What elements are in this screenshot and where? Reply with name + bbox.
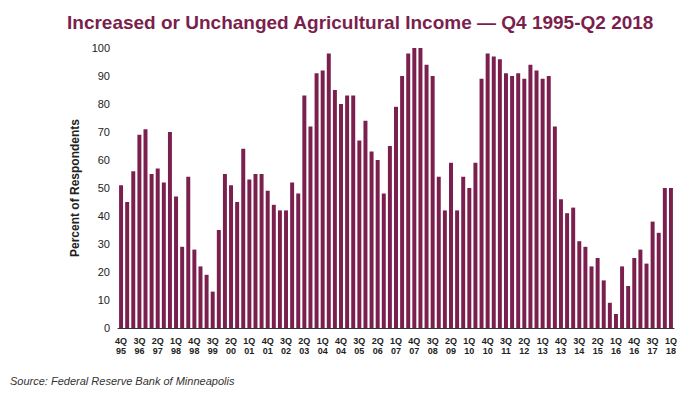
svg-text:2Q: 2Q (225, 336, 237, 346)
svg-text:0: 0 (104, 322, 110, 334)
svg-text:07: 07 (409, 346, 419, 356)
svg-text:3Q: 3Q (427, 336, 439, 346)
svg-text:4Q: 4Q (188, 336, 200, 346)
svg-text:4Q: 4Q (262, 336, 274, 346)
svg-text:12: 12 (519, 346, 529, 356)
svg-text:01: 01 (263, 346, 273, 356)
svg-text:1Q: 1Q (170, 336, 182, 346)
svg-text:95: 95 (116, 346, 126, 356)
svg-text:1Q: 1Q (665, 336, 677, 346)
svg-text:98: 98 (189, 346, 199, 356)
svg-text:98: 98 (171, 346, 181, 356)
svg-text:99: 99 (208, 346, 218, 356)
svg-text:1Q: 1Q (390, 336, 402, 346)
svg-text:16: 16 (629, 346, 639, 356)
svg-text:10: 10 (483, 346, 493, 356)
svg-text:04: 04 (336, 346, 346, 356)
svg-text:03: 03 (299, 346, 309, 356)
svg-text:1Q: 1Q (243, 336, 255, 346)
svg-text:16: 16 (611, 346, 621, 356)
svg-text:3Q: 3Q (573, 336, 585, 346)
svg-text:Percent of Respondents: Percent of Respondents (68, 119, 82, 257)
svg-text:2Q: 2Q (592, 336, 604, 346)
svg-text:97: 97 (153, 346, 163, 356)
svg-text:Source: Federal Reserve Bank o: Source: Federal Reserve Bank of Minneapo… (10, 375, 235, 387)
svg-text:2Q: 2Q (298, 336, 310, 346)
svg-text:4Q: 4Q (335, 336, 347, 346)
svg-text:Increased or Unchanged Agricul: Increased or Unchanged Agricultural Inco… (67, 12, 653, 33)
svg-text:09: 09 (446, 346, 456, 356)
svg-text:13: 13 (538, 346, 548, 356)
svg-text:1Q: 1Q (610, 336, 622, 346)
svg-text:08: 08 (428, 346, 438, 356)
svg-text:14: 14 (574, 346, 584, 356)
svg-text:3Q: 3Q (133, 336, 145, 346)
svg-text:13: 13 (556, 346, 566, 356)
svg-text:10: 10 (98, 294, 110, 306)
svg-text:1Q: 1Q (317, 336, 329, 346)
svg-text:1Q: 1Q (537, 336, 549, 346)
svg-text:3Q: 3Q (500, 336, 512, 346)
svg-text:30: 30 (98, 238, 110, 250)
svg-text:40: 40 (98, 210, 110, 222)
svg-text:3Q: 3Q (280, 336, 292, 346)
svg-text:17: 17 (648, 346, 658, 356)
svg-text:4Q: 4Q (115, 336, 127, 346)
svg-text:4Q: 4Q (628, 336, 640, 346)
svg-text:70: 70 (98, 126, 110, 138)
svg-text:02: 02 (281, 346, 291, 356)
svg-text:10: 10 (464, 346, 474, 356)
svg-text:05: 05 (354, 346, 364, 356)
svg-text:90: 90 (98, 70, 110, 82)
svg-text:06: 06 (373, 346, 383, 356)
svg-text:04: 04 (318, 346, 328, 356)
svg-text:2Q: 2Q (445, 336, 457, 346)
svg-text:80: 80 (98, 98, 110, 110)
svg-text:20: 20 (98, 266, 110, 278)
svg-text:60: 60 (98, 154, 110, 166)
svg-text:00: 00 (226, 346, 236, 356)
svg-text:01: 01 (244, 346, 254, 356)
svg-text:100: 100 (92, 42, 110, 54)
svg-text:4Q: 4Q (555, 336, 567, 346)
svg-text:4Q: 4Q (482, 336, 494, 346)
svg-text:96: 96 (134, 346, 144, 356)
svg-text:07: 07 (391, 346, 401, 356)
svg-text:3Q: 3Q (207, 336, 219, 346)
svg-text:2Q: 2Q (518, 336, 530, 346)
svg-text:4Q: 4Q (408, 336, 420, 346)
svg-text:11: 11 (501, 346, 511, 356)
svg-text:50: 50 (98, 182, 110, 194)
svg-text:2Q: 2Q (152, 336, 164, 346)
svg-text:15: 15 (593, 346, 603, 356)
svg-text:18: 18 (666, 346, 676, 356)
svg-text:1Q: 1Q (463, 336, 475, 346)
svg-text:3Q: 3Q (353, 336, 365, 346)
svg-text:3Q: 3Q (647, 336, 659, 346)
svg-text:2Q: 2Q (372, 336, 384, 346)
